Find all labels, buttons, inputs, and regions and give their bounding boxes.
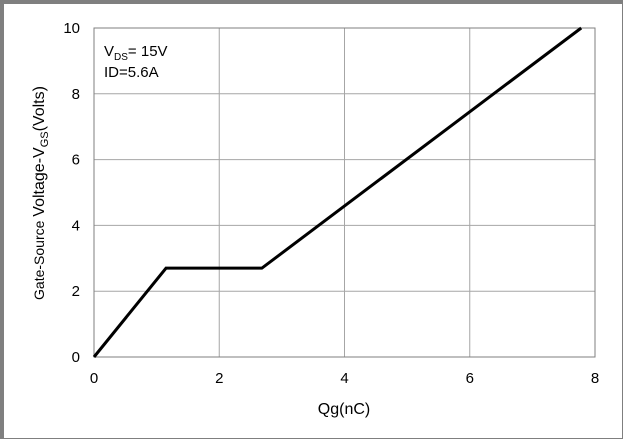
y-tick-label: 2 [72, 283, 80, 300]
y-tick-labels: 0 2 4 6 8 10 [63, 20, 80, 366]
x-tick-label: 4 [340, 370, 348, 387]
x-tick-label: 8 [591, 370, 599, 387]
series-line-0 [92, 26, 583, 358]
y-tick-label: 4 [72, 217, 80, 234]
y-tick-label: 0 [72, 349, 80, 366]
y-tick-label: 10 [63, 20, 80, 37]
x-tick-label: 2 [215, 370, 223, 387]
x-axis-title: Qg(nC) [318, 401, 370, 418]
annotation-vds: VDS= 15V [104, 43, 168, 63]
x-tick-label: 0 [90, 370, 98, 387]
series-group [92, 26, 583, 358]
plot-area [93, 27, 596, 358]
annotation-id: ID=5.6A [104, 64, 159, 81]
y-tick-label: 8 [72, 86, 80, 103]
y-tick-label: 6 [72, 152, 80, 169]
y-axis-title: Gate-Source Voltage-VGS(Volts) [31, 86, 51, 300]
x-tick-labels: 0 2 4 6 8 [90, 370, 599, 387]
grid-lines [93, 27, 596, 358]
x-tick-label: 6 [466, 370, 474, 387]
